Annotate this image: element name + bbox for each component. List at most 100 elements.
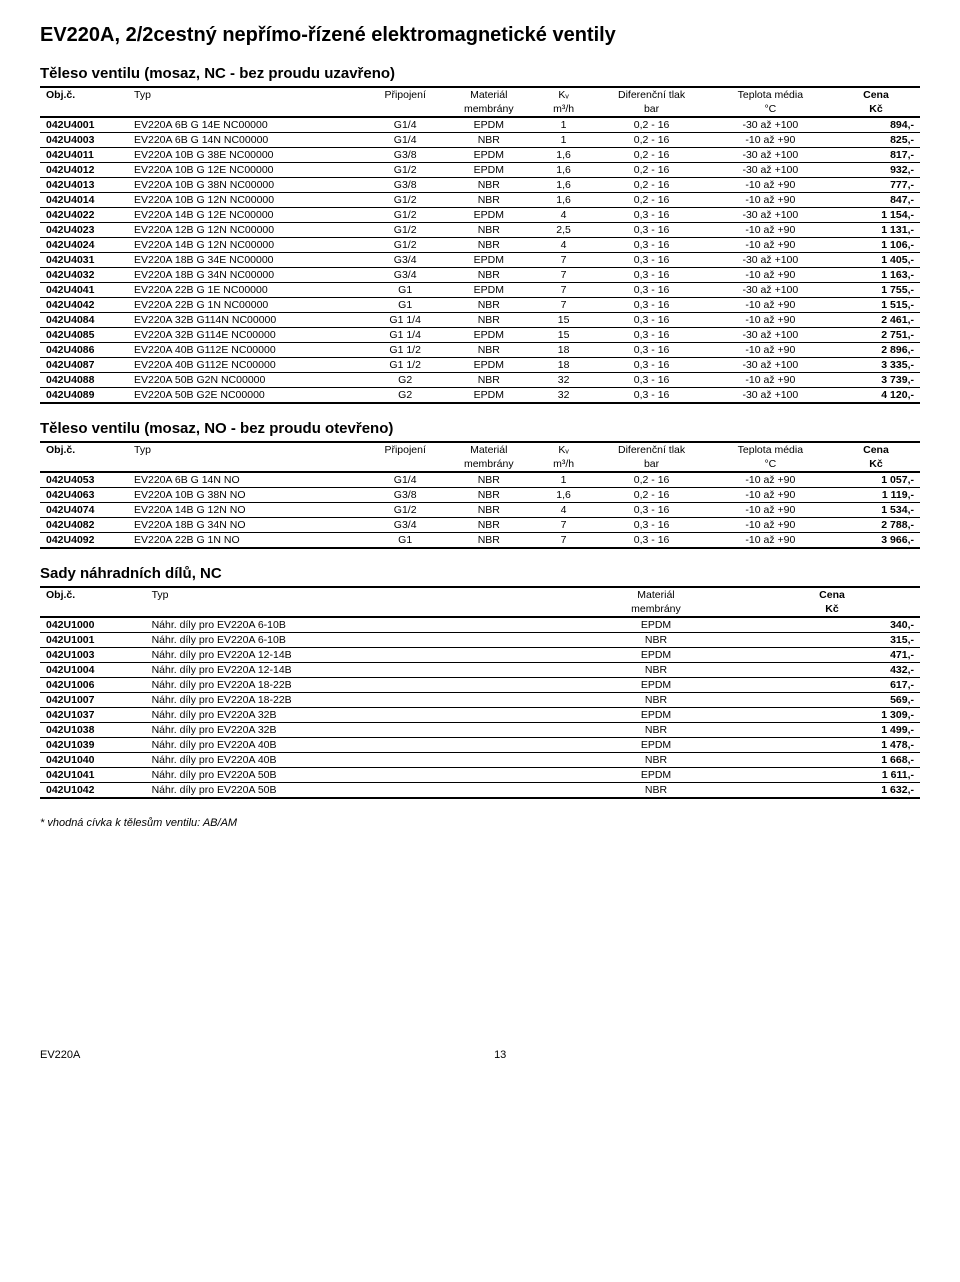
table-cell: 2 751,-	[832, 328, 920, 343]
table-cell: NBR	[445, 533, 533, 549]
table-cell: 1	[533, 472, 595, 488]
table-cell: 1 405,-	[832, 253, 920, 268]
table-cell: G3/8	[366, 488, 445, 503]
table-cell: NBR	[445, 178, 533, 193]
table-cell: 0,2 - 16	[594, 148, 708, 163]
table-cell: 042U4086	[40, 343, 128, 358]
table-cell: 1 668,-	[744, 753, 920, 768]
table-row: 042U4089EV220A 50B G2E NC00000G2EPDM320,…	[40, 388, 920, 404]
table-cell: G3/8	[366, 148, 445, 163]
table-cell: 0,3 - 16	[594, 358, 708, 373]
table-cell: EV220A 12B G 12N NC00000	[128, 223, 366, 238]
table-cell: 1 106,-	[832, 238, 920, 253]
table-cell: NBR	[568, 753, 744, 768]
table-cell: 1,6	[533, 488, 595, 503]
table-cell: NBR	[445, 313, 533, 328]
table-cell: G1/2	[366, 223, 445, 238]
col-header: Cena	[744, 587, 920, 602]
table-cell: EV220A 50B G2E NC00000	[128, 388, 366, 404]
table-cell: Náhr. díly pro EV220A 18-22B	[146, 678, 568, 693]
table-cell: EPDM	[445, 208, 533, 223]
table-cell: 1,6	[533, 163, 595, 178]
table-cell: G3/8	[366, 178, 445, 193]
table-cell: -10 až +90	[709, 343, 832, 358]
table-row: 042U4001EV220A 6B G 14E NC00000G1/4EPDM1…	[40, 117, 920, 133]
table-cell: -10 až +90	[709, 313, 832, 328]
table-cell: 32	[533, 373, 595, 388]
col-subheader	[366, 457, 445, 472]
table-cell: G3/4	[366, 518, 445, 533]
table-cell: NBR	[445, 343, 533, 358]
table-cell: G1	[366, 283, 445, 298]
table-cell: 1	[533, 133, 595, 148]
table-cell: G2	[366, 388, 445, 404]
table-cell: Náhr. díly pro EV220A 6-10B	[146, 617, 568, 633]
table-row: 042U4014EV220A 10B G 12N NC00000G1/2NBR1…	[40, 193, 920, 208]
table-cell: 042U4088	[40, 373, 128, 388]
table-cell: -10 až +90	[709, 533, 832, 549]
table-cell: G1 1/2	[366, 358, 445, 373]
table-cell: Náhr. díly pro EV220A 50B	[146, 768, 568, 783]
table-cell: 042U1042	[40, 783, 146, 799]
col-subheader: °C	[709, 457, 832, 472]
col-subheader: °C	[709, 102, 832, 117]
col-header: Obj.č.	[40, 587, 146, 602]
table-cell: EV220A 40B G112E NC00000	[128, 358, 366, 373]
table-cell: Náhr. díly pro EV220A 40B	[146, 738, 568, 753]
table-row: 042U4024EV220A 14B G 12N NC00000G1/2NBR4…	[40, 238, 920, 253]
table-cell: 0,3 - 16	[594, 223, 708, 238]
table-cell: NBR	[445, 193, 533, 208]
table-row: 042U4032EV220A 18B G 34N NC00000G3/4NBR7…	[40, 268, 920, 283]
table-cell: EV220A 32B G114E NC00000	[128, 328, 366, 343]
table-cell: NBR	[445, 268, 533, 283]
table-cell: G1/2	[366, 503, 445, 518]
col-header: Připojení	[366, 442, 445, 457]
table-cell: 7	[533, 533, 595, 549]
table-cell: 2 461,-	[832, 313, 920, 328]
table-cell: 042U4041	[40, 283, 128, 298]
col-header: Kᵥ	[533, 87, 595, 102]
table-cell: 042U1007	[40, 693, 146, 708]
table-cell: EV220A 40B G112E NC00000	[128, 343, 366, 358]
col-header: Obj.č.	[40, 442, 128, 457]
table-cell: 18	[533, 358, 595, 373]
table-cell: Náhr. díly pro EV220A 6-10B	[146, 633, 568, 648]
footnote: * vhodná cívka k tělesům ventilu: AB/AM	[40, 817, 920, 829]
table-cell: 1 478,-	[744, 738, 920, 753]
table-cell: 847,-	[832, 193, 920, 208]
table-cell: 471,-	[744, 648, 920, 663]
table-cell: -10 až +90	[709, 193, 832, 208]
table-row: 042U1041Náhr. díly pro EV220A 50BEPDM1 6…	[40, 768, 920, 783]
table-row: 042U4042EV220A 22B G 1N NC00000G1NBR70,3…	[40, 298, 920, 313]
table-cell: 340,-	[744, 617, 920, 633]
table-cell: 0,3 - 16	[594, 298, 708, 313]
col-header: Materiál	[445, 87, 533, 102]
table-cell: 1,6	[533, 148, 595, 163]
col-header: Diferenční tlak	[594, 87, 708, 102]
table-cell: 7	[533, 253, 595, 268]
table-cell: EV220A 22B G 1N NO	[128, 533, 366, 549]
table-cell: 042U4024	[40, 238, 128, 253]
table-row: 042U4086EV220A 40B G112E NC00000G1 1/2NB…	[40, 343, 920, 358]
table-row: 042U4074EV220A 14B G 12N NOG1/2NBR40,3 -…	[40, 503, 920, 518]
table-cell: Náhr. díly pro EV220A 18-22B	[146, 693, 568, 708]
table-row: 042U4087EV220A 40B G112E NC00000G1 1/2EP…	[40, 358, 920, 373]
table-cell: Náhr. díly pro EV220A 32B	[146, 708, 568, 723]
table-cell: 15	[533, 328, 595, 343]
table-cell: 042U1040	[40, 753, 146, 768]
table-cell: 042U4063	[40, 488, 128, 503]
table-row: 042U4092EV220A 22B G 1N NOG1NBR70,3 - 16…	[40, 533, 920, 549]
table-cell: NBR	[568, 633, 744, 648]
table-cell: EV220A 10B G 38N NC00000	[128, 178, 366, 193]
table-cell: 432,-	[744, 663, 920, 678]
table-cell: 1 131,-	[832, 223, 920, 238]
table-cell: G3/4	[366, 268, 445, 283]
footer-left: EV220A	[40, 1049, 80, 1061]
table-cell: 3 335,-	[832, 358, 920, 373]
col-subheader: Kč	[832, 457, 920, 472]
col-header: Diferenční tlak	[594, 442, 708, 457]
table-cell: -10 až +90	[709, 133, 832, 148]
table-cell: 0,2 - 16	[594, 163, 708, 178]
table-cell: NBR	[568, 783, 744, 799]
table-cell: EPDM	[445, 163, 533, 178]
